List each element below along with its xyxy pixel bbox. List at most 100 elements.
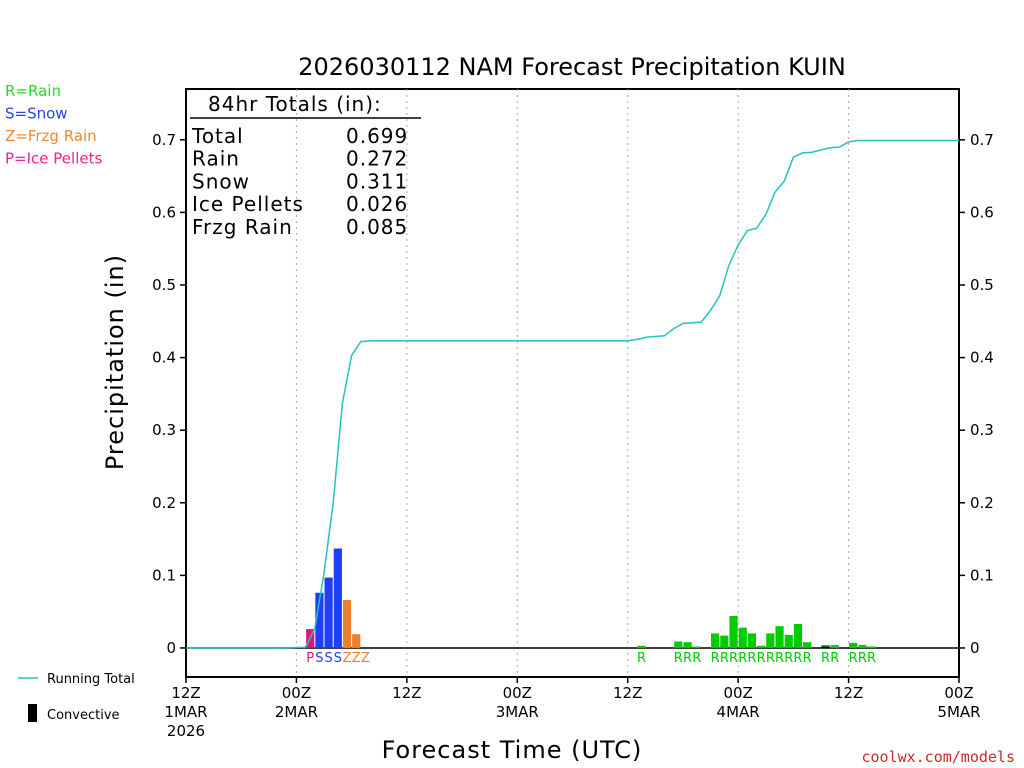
type-letter: R: [867, 651, 876, 666]
type-letter: R: [830, 651, 839, 666]
precip-bar-R: [757, 645, 766, 648]
y-tick-label-left: 0.2: [152, 494, 176, 512]
totals-row-value: 0.311: [346, 169, 408, 193]
type-letter: R: [858, 651, 867, 666]
y-tick-label-right: 0: [970, 639, 980, 657]
type-letter: R: [849, 651, 858, 666]
plot-frame: [185, 88, 960, 678]
x-tick-label: 3MAR: [496, 703, 539, 721]
totals-rows: Total 0.699 Rain 0.272 Snow 0.311 Ice Pellets 0…: [191, 124, 408, 239]
type-letter: S: [315, 651, 323, 666]
type-letter: Z: [343, 651, 352, 666]
precip-bars: [306, 548, 876, 648]
type-legend-entry: P=Ice Pellets: [5, 150, 102, 168]
precip-bar-Z: [342, 600, 352, 648]
y-tick-label-left: 0: [166, 639, 176, 657]
precip-bar-S: [333, 548, 342, 648]
y-tick-label-left: 0.3: [152, 421, 176, 439]
precip-bar-R: [867, 646, 876, 648]
precip-bar-R: [692, 646, 701, 648]
running-total-legend-label: Running Total: [47, 672, 135, 687]
x-tick-label: 00Z: [282, 684, 311, 702]
x-tick-label: 4MAR: [717, 703, 760, 721]
type-letter: P: [306, 651, 314, 666]
precip-bar-R: [858, 645, 867, 648]
type-letter: R: [747, 651, 756, 666]
x-tick-label: 12Z: [392, 684, 421, 702]
totals-row-label: Snow: [192, 169, 250, 193]
type-letter: R: [803, 651, 812, 666]
precip-bar-R: [793, 624, 803, 648]
totals-box: 84hr Totals (in): Total 0.699 Rain 0.272 Sno…: [190, 92, 421, 239]
precip-bar-R: [830, 645, 839, 648]
totals-row-value: 0.026: [346, 192, 408, 216]
y-tick-label-left: 0.4: [152, 349, 176, 367]
type-letter: R: [692, 651, 701, 666]
y-axis-label: Precipitation (in): [101, 254, 129, 470]
convective-legend-swatch: [28, 704, 37, 722]
x-tick-label: 00Z: [723, 684, 752, 702]
x-tick-label: 00Z: [944, 684, 973, 702]
type-letter: R: [757, 651, 766, 666]
running-total-line: [186, 139, 959, 649]
type-letter: R: [821, 651, 830, 666]
type-letter: R: [738, 651, 747, 666]
chart-title: 2026030112 NAM Forecast Precipitation KU…: [298, 53, 846, 81]
x-tick-label: 1MAR: [164, 703, 207, 721]
precip-bar-S: [324, 577, 333, 648]
y-tick-label-right: 0.1: [970, 566, 994, 584]
precip-bar-R: [674, 641, 683, 648]
type-letter: Z: [352, 651, 361, 666]
type-letter: R: [637, 651, 646, 666]
y-axis-ticks: 0 0 0.1 0.1 0.2 0.2 0.3 0.3 0.4 0.4 0.5 0.5 0.6 0.6 0.…: [152, 131, 994, 657]
totals-row-value: 0.085: [346, 215, 408, 239]
y-tick-label-left: 0.7: [152, 131, 176, 149]
precip-bar-R: [711, 633, 720, 648]
totals-header: 84hr Totals (in):: [208, 92, 382, 116]
x-tick-label: 12Z: [171, 684, 200, 702]
type-letter: R: [720, 651, 729, 666]
totals-row-value: 0.699: [346, 124, 408, 148]
type-letter: R: [683, 651, 692, 666]
x-tick-label: 2026: [167, 722, 205, 740]
totals-row-label: Ice Pellets: [192, 192, 304, 216]
y-tick-label-right: 0.6: [970, 203, 994, 221]
precip-bar-R: [738, 627, 747, 648]
precip-bar-R: [637, 645, 646, 648]
y-tick-label-right: 0.7: [970, 131, 994, 149]
type-letter: R: [784, 651, 793, 666]
precip-bar-R: [849, 642, 858, 648]
convective-legend-label: Convective: [47, 708, 120, 723]
precip-bar-R: [775, 626, 784, 648]
x-tick-label: 2MAR: [275, 703, 318, 721]
site-credit: coolwx.com/models: [861, 748, 1015, 766]
y-tick-label-right: 0.2: [970, 494, 994, 512]
precip-type-legend: R=Rain S=Snow Z=Frzg Rain P=Ice Pellets: [5, 82, 102, 168]
y-tick-label-right: 0.3: [970, 421, 994, 439]
y-tick-label-left: 0.6: [152, 203, 176, 221]
precip-bar-R: [803, 642, 812, 648]
totals-row-label: Rain: [192, 147, 240, 171]
precip-bar-R: [720, 635, 729, 648]
type-letter: R: [775, 651, 784, 666]
precip-bar-S: [315, 592, 324, 648]
type-letter: R: [729, 651, 738, 666]
totals-row-label: Total: [191, 124, 244, 148]
precip-bar-R: [766, 633, 775, 648]
x-tick-label: 12Z: [613, 684, 642, 702]
precip-bar-R: [729, 616, 738, 648]
y-tick-label-right: 0.5: [970, 276, 994, 294]
type-letter: S: [325, 651, 333, 666]
x-tick-label: 12Z: [834, 684, 863, 702]
line-legend: Running Total Convective: [18, 672, 135, 723]
type-letter: Z: [361, 651, 370, 666]
precip-bar-R: [747, 633, 757, 648]
totals-row-label: Frzg Rain: [192, 215, 293, 239]
precip-bar-R: [683, 642, 692, 648]
type-letter: R: [766, 651, 775, 666]
type-legend-entry: R=Rain: [5, 82, 61, 100]
y-tick-label-left: 0.5: [152, 276, 176, 294]
vertical-gridlines: [295, 89, 850, 677]
